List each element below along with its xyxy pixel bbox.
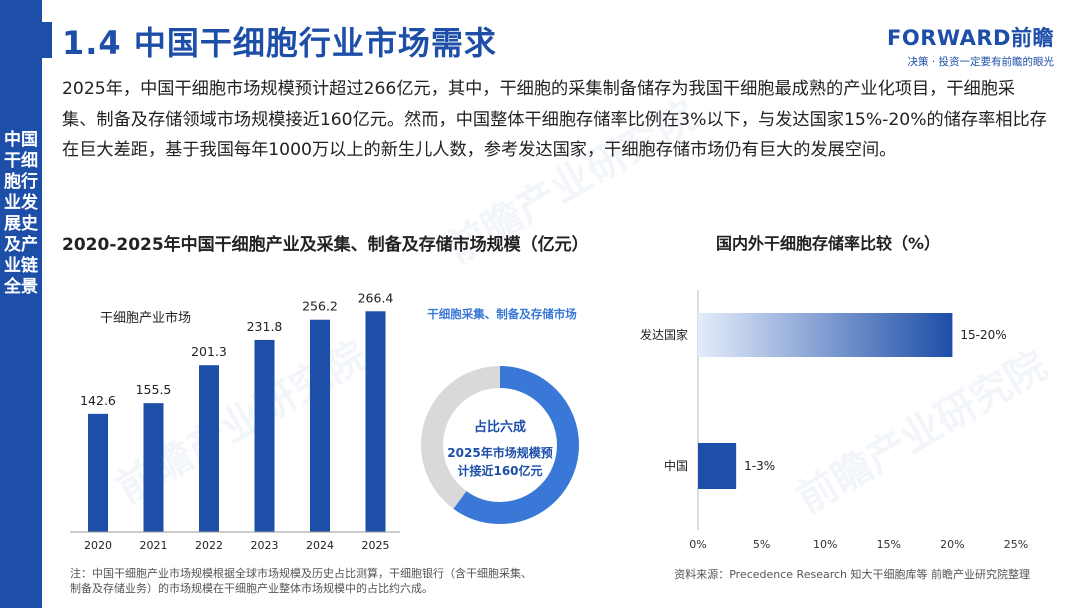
- logo-main-text: FORWARD前瞻: [887, 26, 1054, 50]
- market-size-bar-chart: 干细胞产业市场 142.6 2020 155.5 2021 201.3 2022 231.8 2…: [70, 290, 400, 552]
- y-tick-label: 发达国家: [640, 327, 688, 342]
- data-label: 256.2: [302, 299, 338, 314]
- bar: [199, 365, 219, 532]
- data-label: 142.6: [80, 393, 116, 408]
- x-tick-label: 5%: [753, 538, 770, 551]
- hbar-chart-title: 国内外干细胞存储率比较（%）: [716, 234, 941, 253]
- x-tick-label: 0%: [689, 538, 706, 551]
- data-label: 1-3%: [744, 459, 775, 473]
- y-tick-label: 中国: [664, 458, 688, 473]
- data-label: 201.3: [191, 344, 227, 359]
- x-tick-label: 2022: [195, 539, 223, 552]
- source-note: 资料来源：Precedence Research 知大干细胞库等 前瞻产业研究院…: [674, 568, 1030, 581]
- x-tick-label: 2021: [140, 539, 168, 552]
- bar: [310, 319, 330, 532]
- x-tick-label: 20%: [940, 538, 964, 551]
- x-tick-label: 2024: [306, 539, 334, 552]
- data-label: 15-20%: [960, 328, 1006, 342]
- logo-slogan: 决策 · 投资一定要有前瞻的眼光: [907, 56, 1054, 68]
- x-tick-label: 2020: [84, 539, 112, 552]
- page-title: 1.4 中国干细胞行业市场需求: [62, 24, 497, 62]
- hbar: [698, 313, 953, 357]
- donut-share-slice: [421, 366, 579, 524]
- donut-label: 干细胞采集、制备及存储市场: [427, 307, 577, 321]
- x-tick-label: 15%: [877, 538, 901, 551]
- logo: FORWARD前瞻 决策 · 投资一定要有前瞻的眼光: [887, 22, 1054, 69]
- sidebar-title: 中国干细胞行业发展史及产业链全景: [4, 130, 38, 297]
- bar: [88, 413, 108, 532]
- bar-chart-title: 2020-2025年中国干细胞产业及采集、制备及存储市场规模（亿元）: [62, 235, 589, 255]
- x-tick-label: 2023: [251, 539, 279, 552]
- series-label: 干细胞产业市场: [100, 310, 191, 326]
- intro-paragraph: 2025年，中国干细胞市场规模预计超过266亿元，其中，干细胞的采集制备储存为我…: [62, 79, 1047, 160]
- bar: [254, 339, 275, 532]
- data-label: 231.8: [247, 319, 283, 334]
- footnote: 注：中国干细胞产业市场规模根据全球市场规模及历史占比测算，干细胞银行（含干细胞采…: [70, 567, 532, 595]
- data-label: 155.5: [136, 382, 172, 397]
- donut-center-text: 2025年市场规模预: [447, 445, 552, 460]
- title-accent-bar: [42, 22, 52, 58]
- x-tick-label: 2025: [362, 539, 390, 552]
- hbar: [698, 443, 737, 489]
- donut-center-text: 占比六成: [474, 419, 526, 435]
- storage-rate-hbar-chart: 发达国家 15-20% 中国 1-3% 0% 5% 10% 15% 20% 25%: [640, 290, 1028, 551]
- sidebar: 中国干细胞行业发展史及产业链全景: [0, 0, 42, 608]
- bar: [365, 311, 386, 532]
- x-tick-label: 25%: [1004, 538, 1028, 551]
- donut-center-text: 计接近160亿元: [457, 463, 542, 478]
- data-label: 266.4: [358, 290, 394, 305]
- x-tick-label: 10%: [813, 538, 837, 551]
- bar: [143, 403, 164, 532]
